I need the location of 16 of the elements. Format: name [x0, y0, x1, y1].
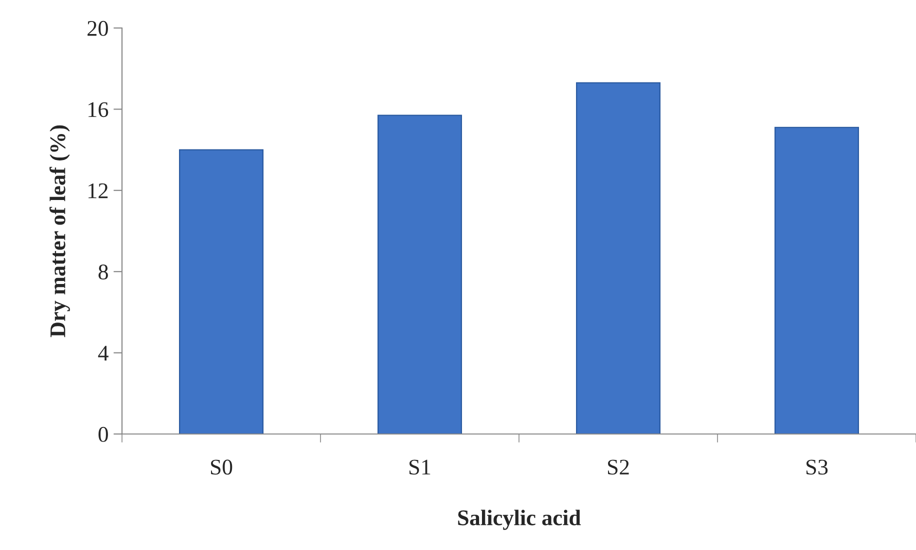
x-tick-label: S1 [410, 460, 430, 475]
x-tick-label: S3 [806, 460, 828, 475]
y-tick-label: 12 [88, 183, 108, 198]
y-axis-title: Dry matter of leaf (%) [49, 125, 70, 338]
y-tick-label: 8 [98, 264, 108, 280]
bar [774, 126, 859, 434]
bar [576, 82, 660, 434]
y-tick-label: 0 [98, 426, 108, 442]
bar [179, 149, 264, 434]
x-tick-label: S0 [211, 460, 232, 475]
bar [378, 114, 462, 434]
x-tick-label: S2 [608, 460, 629, 475]
y-tick-label: 4 [98, 346, 108, 361]
x-axis-title: Salicylic acid [458, 510, 581, 530]
y-tick-label: 16 [88, 102, 108, 118]
y-tick-label: 20 [88, 20, 108, 36]
